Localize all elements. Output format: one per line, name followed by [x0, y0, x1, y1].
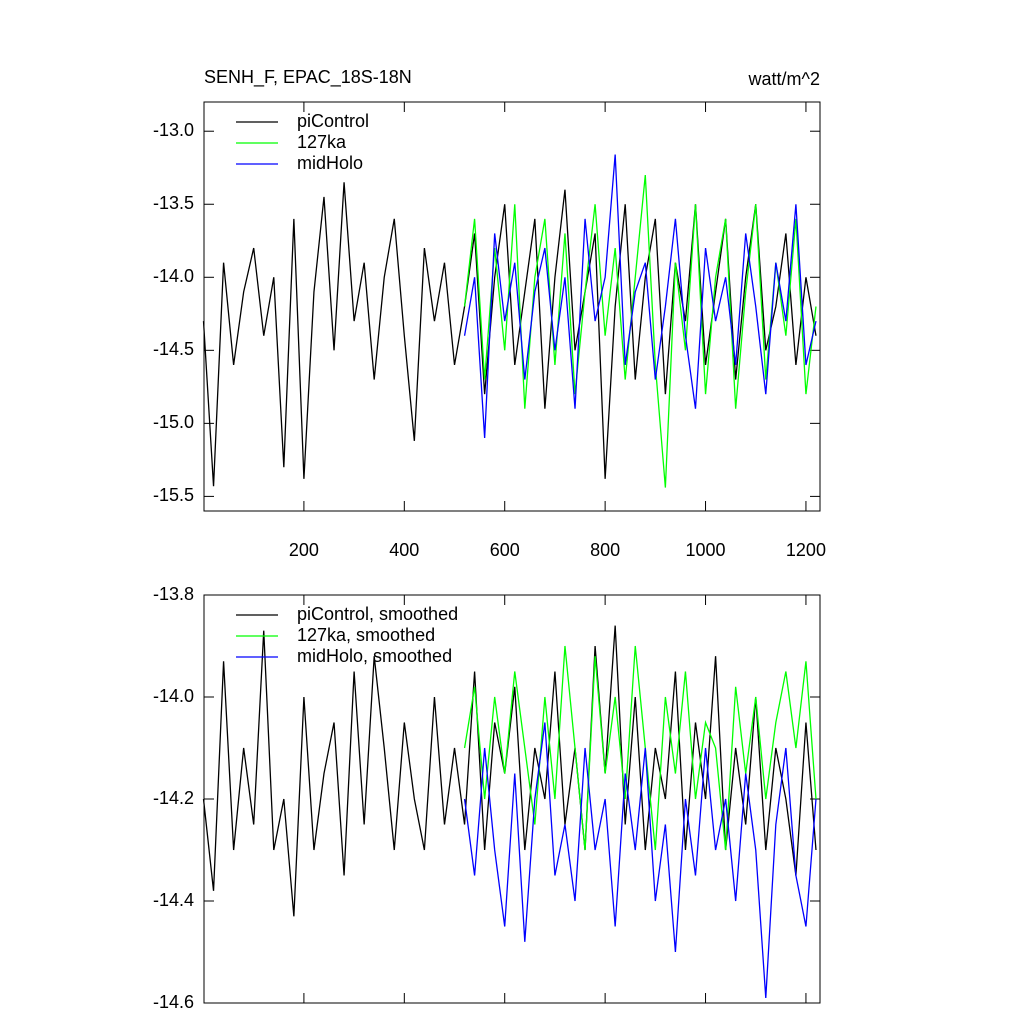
y-tick-label: -14.6 [153, 992, 194, 1012]
x-tick-label: 400 [389, 540, 419, 560]
legend-label: midHolo, smoothed [297, 646, 452, 666]
y-tick-label: -14.0 [153, 266, 194, 286]
y-tick-label: -14.0 [153, 686, 194, 706]
y-tick-label: -15.5 [153, 485, 194, 505]
legend-label: piControl [297, 111, 369, 131]
units-label: watt/m^2 [748, 69, 820, 89]
series-line [463, 154, 817, 439]
legend-label: 127ka [297, 132, 347, 152]
x-tick-label: 200 [289, 540, 319, 560]
y-tick-label: -13.5 [153, 193, 194, 213]
series-line [463, 722, 817, 998]
series-line [463, 645, 817, 851]
y-tick-label: -15.0 [153, 412, 194, 432]
y-tick-label: -14.4 [153, 890, 194, 910]
plot-frame [203, 101, 821, 512]
y-tick-label: -14.5 [153, 339, 194, 359]
x-tick-label: 600 [490, 540, 520, 560]
legend-label: piControl, smoothed [297, 604, 458, 624]
series-line [463, 174, 817, 488]
x-tick-label: 800 [590, 540, 620, 560]
y-tick-label: -13.0 [153, 120, 194, 140]
y-tick-label: -13.8 [153, 584, 194, 604]
legend-label: midHolo [297, 153, 363, 173]
legend-label: 127ka, smoothed [297, 625, 435, 645]
x-tick-label: 1000 [686, 540, 726, 560]
chart-title: SENH_F, EPAC_18S-18N [204, 67, 412, 88]
x-tick-label: 1200 [786, 540, 826, 560]
series-line [202, 625, 817, 917]
y-tick-label: -14.2 [153, 788, 194, 808]
